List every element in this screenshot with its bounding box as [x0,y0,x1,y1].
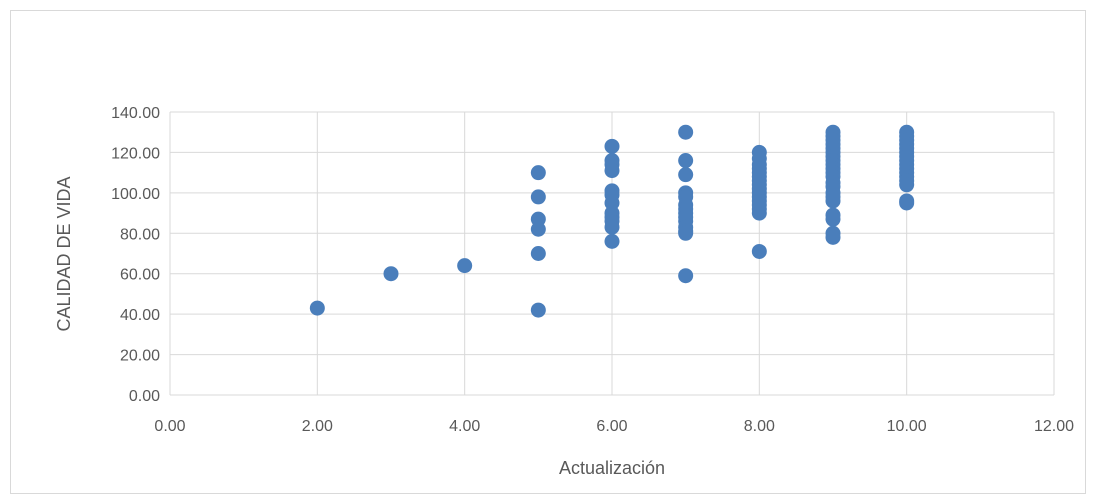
x-tick-label: 6.00 [596,418,627,435]
data-point [678,124,694,140]
data-point [825,211,841,227]
data-point [530,302,546,318]
x-tick-label: 2.00 [302,418,333,435]
x-tick-label: 10.00 [887,418,927,435]
data-point [899,195,915,211]
y-tick-label: 120.00 [111,145,160,162]
y-tick-label: 20.00 [120,348,160,365]
data-point [751,205,767,221]
x-tick-label: 0.00 [154,418,185,435]
data-point [825,193,841,209]
data-point [530,246,546,261]
y-tick-label: 0.00 [129,388,160,405]
y-axis-title: CALIDAD DE VIDA [54,176,74,331]
data-point [604,138,620,154]
data-points [309,124,915,318]
y-tick-label: 140.00 [111,105,160,122]
x-tick-label: 4.00 [449,418,480,435]
y-tick-labels: 0.00 20.00 40.00 60.00 80.00 100.00 120.00 140.… [111,105,160,405]
data-point [530,221,546,237]
x-tick-label: 12.00 [1034,418,1074,435]
x-axis-title: Actualización [559,458,665,478]
y-tick-label: 60.00 [120,267,160,284]
y-tick-label: 80.00 [120,226,160,243]
data-point [678,153,694,169]
y-tick-label: 40.00 [120,307,160,324]
data-point [678,167,694,183]
x-tick-labels: 0.00 2.00 4.00 6.00 8.00 10.00 12.00 [154,418,1074,435]
data-point [604,163,620,179]
data-point [604,233,620,249]
data-point [383,266,399,282]
data-point [530,165,546,181]
data-point [678,268,694,284]
data-point [751,243,767,259]
x-tick-label: 8.00 [744,418,775,435]
data-point [309,300,325,316]
y-tick-label: 100.00 [111,186,160,203]
data-point [457,258,473,274]
data-point [530,189,546,205]
data-point [604,219,620,235]
data-point [678,225,694,241]
data-point [899,177,915,193]
data-point [825,229,841,245]
